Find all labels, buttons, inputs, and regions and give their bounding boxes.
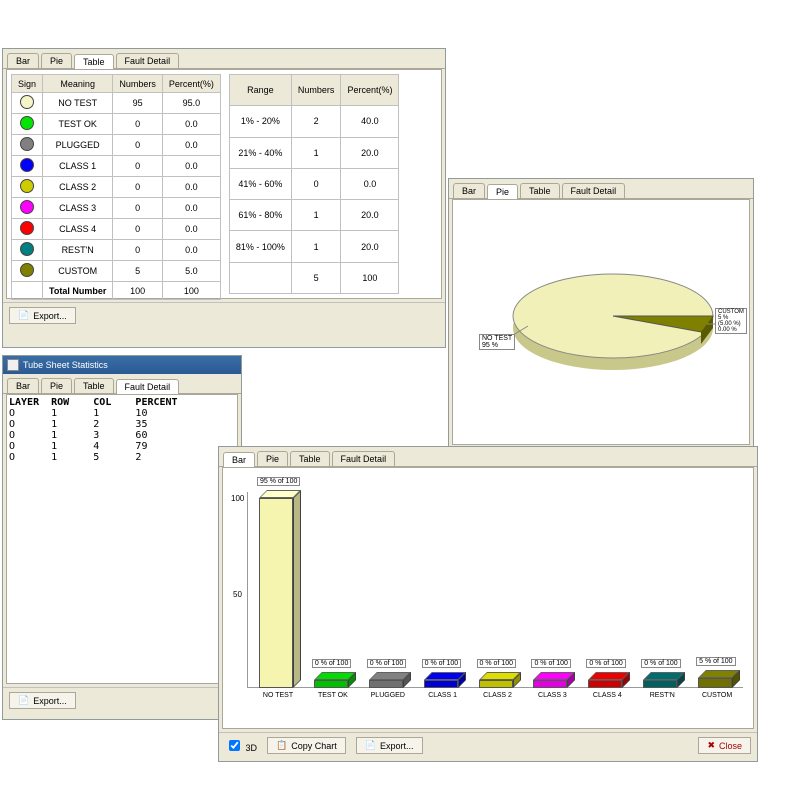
bar-xlabel: CUSTOM	[694, 692, 740, 699]
bar	[588, 680, 622, 688]
bar-callout: 95 % of 100	[257, 477, 300, 486]
cb-3d[interactable]: 3D	[225, 737, 257, 754]
pie-chart	[453, 200, 753, 440]
table-row: CLASS 300.0	[12, 198, 221, 219]
tab-bar[interactable]: Bar	[7, 53, 39, 68]
col-numbers: Numbers	[113, 75, 163, 93]
table-row: 21% - 40%120.0	[229, 137, 399, 168]
tab-pie[interactable]: Pie	[41, 378, 72, 393]
bar-xlabel: CLASS 3	[529, 692, 575, 699]
tab-table[interactable]: Table	[74, 378, 114, 393]
close-button[interactable]: ✖ Close	[698, 737, 751, 754]
pie-label-big: NO TEST 95 %	[479, 334, 515, 350]
bar	[259, 498, 293, 688]
tab-bar[interactable]: Bar	[7, 378, 39, 393]
bar-xlabel: TEST OK	[310, 692, 356, 699]
bar-xlabel: PLUGGED	[365, 692, 411, 699]
table-row: CLASS 400.0	[12, 219, 221, 240]
bar	[533, 680, 567, 688]
bar-chart-area: 100 50 95 % of 100 0 % of 100 0 % of 100 0 …	[222, 467, 754, 729]
window-title: Tube Sheet Statistics	[23, 360, 108, 370]
rtotal-num: 5	[291, 262, 341, 293]
tab-pie[interactable]: Pie	[487, 184, 518, 199]
total-label: Total Number	[43, 282, 113, 300]
table-row: NO TEST9595.0	[12, 93, 221, 114]
table-row: 81% - 100%120.0	[229, 231, 399, 262]
app-icon	[7, 359, 19, 371]
tab-fault[interactable]: Fault Detail	[332, 451, 396, 466]
bar-callout: 0 % of 100	[367, 659, 406, 668]
table-row: CUSTOM55.0	[12, 261, 221, 282]
table-row: TEST OK00.0	[12, 114, 221, 135]
tab-pie[interactable]: Pie	[41, 53, 72, 68]
export-button[interactable]: 📄 Export...	[9, 692, 76, 709]
col-range: Range	[229, 75, 291, 106]
total-pct: 100	[162, 282, 220, 300]
tabbar-tablewin: Bar Pie Table Fault Detail	[3, 49, 445, 69]
table-row: 41% - 60%00.0	[229, 168, 399, 199]
bar-window: Bar Pie Table Fault Detail 100 50 95 % o…	[218, 446, 758, 762]
bar-xlabel: CLASS 1	[420, 692, 466, 699]
y-axis-50: 50	[233, 590, 242, 599]
sign-table: Sign Meaning Numbers Percent(%) NO TEST9…	[11, 74, 221, 300]
bar	[314, 680, 348, 688]
bar-callout: 5 % of 100	[696, 657, 735, 666]
pie-label-small: CUSTOM 5 % (5.00 %) 0.00 %	[715, 308, 747, 334]
bar-callout: 0 % of 100	[531, 659, 570, 668]
table-row: REST'N00.0	[12, 240, 221, 261]
bar-callout: 0 % of 100	[641, 659, 680, 668]
bar-xlabel: CLASS 2	[475, 692, 521, 699]
tab-table[interactable]: Table	[74, 54, 114, 69]
col-percent: Percent(%)	[162, 75, 220, 93]
tab-fault[interactable]: Fault Detail	[116, 379, 180, 394]
bar	[479, 680, 513, 688]
table-row: PLUGGED00.0	[12, 135, 221, 156]
table-row: CLASS 100.0	[12, 156, 221, 177]
tab-table[interactable]: Table	[290, 451, 330, 466]
col-sign: Sign	[12, 75, 43, 93]
bar	[369, 680, 403, 688]
bar-xlabel: REST'N	[639, 692, 685, 699]
tab-fault[interactable]: Fault Detail	[116, 53, 180, 68]
col-rpct: Percent(%)	[341, 75, 399, 106]
table-row: CLASS 200.0	[12, 177, 221, 198]
fault-window: Tube Sheet Statistics Bar Pie Table Faul…	[2, 355, 242, 720]
fault-titlebar: Tube Sheet Statistics	[3, 356, 241, 374]
bar	[643, 680, 677, 688]
pie-window: Bar Pie Table Fault Detail NO TEST 95 % …	[448, 178, 754, 478]
tab-table[interactable]: Table	[520, 183, 560, 198]
bar-callout: 0 % of 100	[477, 659, 516, 668]
tab-bar[interactable]: Bar	[223, 452, 255, 467]
pie-chart-area: NO TEST 95 % CUSTOM 5 % (5.00 %) 0.00 %	[452, 199, 750, 445]
table-row: 1% - 20%240.0	[229, 106, 399, 137]
bar-callout: 0 % of 100	[312, 659, 351, 668]
y-axis-100: 100	[231, 494, 244, 503]
col-meaning: Meaning	[43, 75, 113, 93]
fault-list: LAYER ROW COL PERCENT O 1 1 10 O 1 2 35 …	[6, 394, 238, 684]
bar-xlabel: CLASS 4	[584, 692, 630, 699]
table-window: Bar Pie Table Fault Detail Sign Meaning …	[2, 48, 446, 348]
bar	[424, 680, 458, 688]
bar	[698, 678, 732, 688]
bar-callout: 0 % of 100	[586, 659, 625, 668]
bar-xlabel: NO TEST	[255, 692, 301, 699]
tab-pie[interactable]: Pie	[257, 451, 288, 466]
col-rnum: Numbers	[291, 75, 341, 106]
rtotal-pct: 100	[341, 262, 399, 293]
tab-bar[interactable]: Bar	[453, 183, 485, 198]
export-button[interactable]: 📄 Export...	[356, 737, 423, 754]
export-button[interactable]: 📄 Export...	[9, 307, 76, 324]
tab-fault[interactable]: Fault Detail	[562, 183, 626, 198]
copy-chart-button[interactable]: 📋 Copy Chart	[267, 737, 346, 754]
range-table: Range Numbers Percent(%) 1% - 20%240.021…	[229, 74, 400, 294]
rtotal-label	[229, 262, 291, 293]
bar-callout: 0 % of 100	[422, 659, 461, 668]
total-num: 100	[113, 282, 163, 300]
table-row: 61% - 80%120.0	[229, 200, 399, 231]
